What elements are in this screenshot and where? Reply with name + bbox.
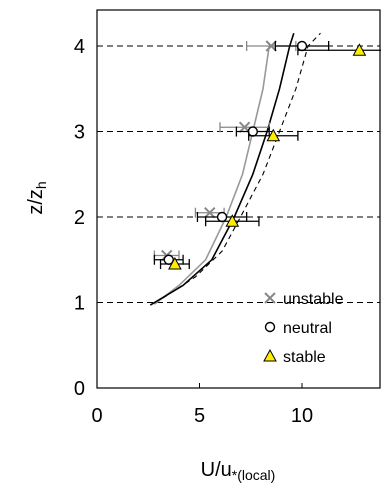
plot-frame (96, 9, 381, 389)
legend-marker-stable (263, 348, 277, 362)
x-axis-title: U/u*(local) (201, 459, 276, 483)
stable-point-4 (297, 43, 381, 56)
profile-curve-solid-black (149, 32, 295, 306)
unstable-marker-4-stroke-b (265, 40, 277, 52)
y-tick-4: 4 (74, 36, 85, 58)
legend-item-stable: stable (263, 348, 326, 366)
stable-point-3 (248, 128, 299, 142)
y-tick-0: 0 (74, 378, 85, 400)
x-tick-10: 10 (291, 405, 313, 427)
unstable-marker-3-stroke-b (238, 121, 251, 133)
profile-curves (149, 32, 321, 306)
profile-curve-solid-gray (153, 45, 270, 305)
y-axis-title: z/zh (25, 181, 49, 214)
axis-ticks: 0 1 2 3 4 0 5 10 (74, 36, 313, 427)
unstable-marker-4 (265, 40, 277, 52)
legend-marker-unstable-stroke-b (264, 292, 276, 304)
legend-label-neutral: neutral (283, 320, 332, 337)
neutral-marker-4 (296, 40, 308, 52)
legend-item-unstable: unstable (264, 291, 344, 308)
x-tick-0: 0 (91, 405, 102, 427)
y-tick-1: 1 (74, 293, 85, 315)
profile-curve-dashed-black (162, 32, 321, 299)
y-axis-title-main: z/z (25, 189, 47, 215)
unstable-marker-2-stroke-b (204, 207, 216, 219)
unstable-point-4 (245, 40, 297, 52)
stable-point-1 (159, 256, 190, 270)
data-points (153, 40, 381, 270)
x-axis-title-sub: *(local) (232, 467, 276, 483)
stable-marker-3 (266, 128, 281, 142)
legend: unstable neutral stable (263, 291, 344, 366)
x-tick-5: 5 (194, 405, 205, 427)
unstable-marker-2 (204, 207, 216, 219)
x-axis-title-main: U/u (201, 459, 232, 481)
neutral-marker-2 (216, 211, 228, 223)
stable-marker-2 (225, 214, 240, 227)
legend-label-unstable: unstable (283, 291, 344, 308)
neutral-point-1 (153, 254, 184, 265)
y-axis-title-sub: h (33, 181, 49, 189)
legend-label-stable: stable (283, 349, 326, 366)
legend-marker-unstable (264, 292, 276, 304)
legend-item-neutral: neutral (264, 320, 332, 337)
stable-marker-4 (352, 43, 367, 56)
stable-point-2 (204, 214, 260, 227)
y-tick-3: 3 (74, 122, 85, 144)
stable-marker-1 (168, 256, 182, 270)
neutral-marker-3 (247, 126, 259, 137)
y-tick-2: 2 (74, 207, 85, 229)
neutral-point-4 (274, 40, 330, 52)
legend-marker-neutral (264, 321, 276, 333)
neutral-point-3 (235, 126, 270, 137)
